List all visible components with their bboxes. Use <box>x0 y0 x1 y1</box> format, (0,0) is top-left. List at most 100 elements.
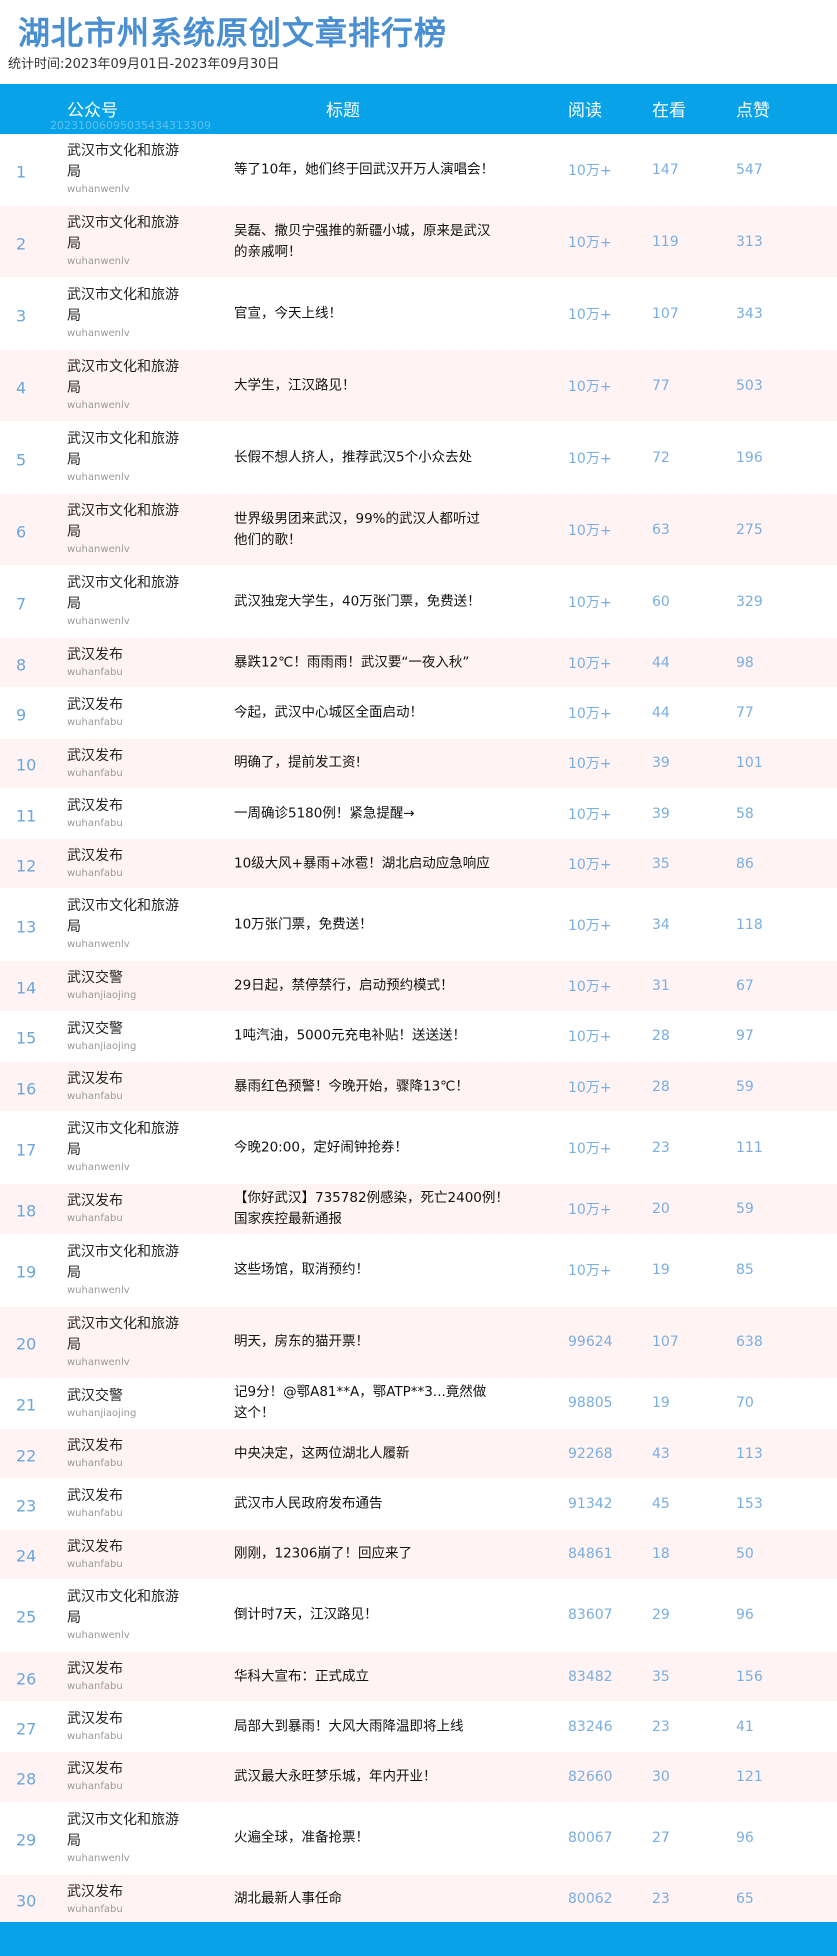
table-row[interactable]: 6 武汉市文化和旅游局 wuhanwenlv 世界级男团来武汉，99%的武汉人都听… <box>0 494 837 566</box>
account-id: wuhanwenlv <box>67 544 130 555</box>
table-row[interactable]: 2 武汉市文化和旅游局 wuhanwenlv 吴磊、撒贝宁强推的新疆小城，原来是武… <box>0 206 837 278</box>
article-title[interactable]: 10级大风+暴雨+冰雹！湖北启动应急响应 <box>234 855 490 872</box>
article-title[interactable]: 今起，武汉中心城区全面启动！ <box>234 704 423 721</box>
table-row[interactable]: 19 武汉市文化和旅游局 wuhanwenlv 这些场馆，取消预约！ 10万+ 1… <box>0 1235 837 1307</box>
account[interactable]: 武汉发布 wuhanfabu <box>67 1191 182 1226</box>
account[interactable]: 武汉市文化和旅游局 wuhanwenlv <box>67 357 182 413</box>
table-row[interactable]: 24 武汉发布 wuhanfabu 刚刚，12306崩了！回应来了 84861 1… <box>0 1529 837 1580</box>
account[interactable]: 武汉发布 wuhanfabu <box>67 1759 182 1794</box>
article-title[interactable]: 吴磊、撒贝宁强推的新疆小城，原来是武汉 的亲戚啊！ <box>234 222 491 260</box>
article-title[interactable]: 等了10年，她们终于回武汉开万人演唱会！ <box>234 161 495 177</box>
table-row[interactable]: 8 武汉发布 wuhanfabu 暴跌12℃！雨雨雨！武汉要“一夜入秋” 10万+… <box>0 638 837 689</box>
rank: 23 <box>16 1496 37 1516</box>
article-title[interactable]: 刚刚，12306崩了！回应来了 <box>234 1545 412 1562</box>
table-row[interactable]: 29 武汉市文化和旅游局 wuhanwenlv 火遍全球，准备抢票！ 80067 … <box>0 1803 837 1875</box>
table-row[interactable]: 28 武汉发布 wuhanfabu 武汉最大永旺梦乐城，年内开业！ 82660 3… <box>0 1752 837 1803</box>
table-row[interactable]: 30 武汉发布 wuhanfabu 湖北最新人事任命 80062 23 65 <box>0 1874 837 1926</box>
account[interactable]: 武汉发布 wuhanfabu <box>67 1659 182 1694</box>
account[interactable]: 武汉市文化和旅游局 wuhanwenlv <box>67 1242 182 1298</box>
article-title[interactable]: 华科大宣布：正式成立 <box>234 1668 369 1684</box>
rank: 13 <box>16 917 37 937</box>
table-row[interactable]: 14 武汉交警 wuhanjiaojing 29日起，禁停禁行，启动预约模式！ 1… <box>0 961 837 1012</box>
table-row[interactable]: 18 武汉发布 wuhanfabu 【你好武汉】735782例感染，死亡2400例… <box>0 1184 837 1235</box>
article-title[interactable]: 这些场馆，取消预约！ <box>234 1261 369 1278</box>
account[interactable]: 武汉交警 wuhanjiaojing <box>67 968 182 1003</box>
account[interactable]: 武汉市文化和旅游局 wuhanwenlv <box>67 501 182 557</box>
article-title[interactable]: 局部大到暴雨！大风大雨降温即将上线 <box>234 1718 464 1735</box>
account-id: wuhanfabu <box>67 767 123 779</box>
article-title[interactable]: 武汉最大永旺梦乐城，年内开业！ <box>234 1768 437 1785</box>
article-title[interactable]: 武汉市人民政府发布通告 <box>234 1495 383 1512</box>
table-row[interactable]: 25 武汉市文化和旅游局 wuhanwenlv 倒计时7天，江汉路见！ 83607… <box>0 1580 837 1652</box>
article-title[interactable]: 官宣，今天上线！ <box>234 305 342 321</box>
article-title[interactable]: 大学生，江汉路见！ <box>234 377 356 393</box>
table-row[interactable]: 16 武汉发布 wuhanfabu 暴雨红色预警！今晚开始，骤降13℃！ 10万+… <box>0 1062 837 1113</box>
likes: 111 <box>736 1139 763 1156</box>
table-row[interactable]: 23 武汉发布 wuhanfabu 武汉市人民政府发布通告 91342 45 15… <box>0 1479 837 1530</box>
article-title[interactable]: 明确了，提前发工资! <box>234 754 361 771</box>
watching: 35 <box>652 855 670 872</box>
account[interactable]: 武汉市文化和旅游局 wuhanwenlv <box>67 1119 182 1175</box>
article-title[interactable]: 中央决定，这两位湖北人履新 <box>234 1445 410 1462</box>
account[interactable]: 武汉市文化和旅游局 wuhanwenlv <box>67 213 182 269</box>
article-title[interactable]: 武汉独宠大学生，40万张门票，免费送！ <box>234 593 481 609</box>
account-name: 武汉发布 <box>67 697 123 714</box>
article-title[interactable]: 29日起，禁停禁行，启动预约模式！ <box>234 977 454 994</box>
reads: 10万+ <box>568 856 612 873</box>
table-row[interactable]: 4 武汉市文化和旅游局 wuhanwenlv 大学生，江汉路见！ 10万+ 77 … <box>0 350 837 422</box>
account[interactable]: 武汉交警 wuhanjiaojing <box>67 1386 182 1421</box>
rank: 14 <box>16 978 37 998</box>
account[interactable]: 武汉市文化和旅游局 wuhanwenlv <box>67 285 182 341</box>
table-row[interactable]: 26 武汉发布 wuhanfabu 华科大宣布：正式成立 83482 35 156 <box>0 1651 837 1703</box>
article-title[interactable]: 记9分！@鄂A81**A，鄂ATP**3...竟然做 这个！ <box>234 1384 487 1422</box>
account[interactable]: 武汉发布 wuhanfabu <box>67 846 182 881</box>
article-title[interactable]: 湖北最新人事任命 <box>234 1890 342 1907</box>
table-row[interactable]: 12 武汉发布 wuhanfabu 10级大风+暴雨+冰雹！湖北启动应急响应 10… <box>0 839 837 890</box>
account[interactable]: 武汉市文化和旅游局 wuhanwenlv <box>67 1587 182 1643</box>
account[interactable]: 武汉市文化和旅游局 wuhanwenlv <box>67 1314 182 1370</box>
account[interactable]: 武汉发布 wuhanfabu <box>67 1537 182 1572</box>
account[interactable]: 武汉发布 wuhanfabu <box>67 1486 182 1521</box>
account[interactable]: 武汉市文化和旅游局 wuhanwenlv <box>67 1810 182 1866</box>
table-row[interactable]: 9 武汉发布 wuhanfabu 今起，武汉中心城区全面启动！ 10万+ 44 7… <box>0 688 837 739</box>
article-title[interactable]: 长假不想人挤人，推荐武汉5个小众去处 <box>234 449 473 465</box>
table-row[interactable]: 5 武汉市文化和旅游局 wuhanwenlv 长假不想人挤人，推荐武汉5个小众去处… <box>0 422 837 494</box>
article-title[interactable]: 火遍全球，准备抢票！ <box>234 1829 369 1846</box>
account[interactable]: 武汉发布 wuhanfabu <box>67 1709 182 1744</box>
table-row[interactable]: 27 武汉发布 wuhanfabu 局部大到暴雨！大风大雨降温即将上线 83246… <box>0 1702 837 1753</box>
account[interactable]: 武汉市文化和旅游局 wuhanwenlv <box>67 141 182 197</box>
account[interactable]: 武汉交警 wuhanjiaojing <box>67 1019 182 1054</box>
article-title[interactable]: 倒计时7天，江汉路见！ <box>234 1606 378 1623</box>
article-title[interactable]: 10万张门票，免费送！ <box>234 916 373 933</box>
table-row[interactable]: 15 武汉交警 wuhanjiaojing 1吨汽油，5000元充电补贴！送送送！… <box>0 1012 837 1063</box>
account-id: wuhanwenlv <box>67 939 130 951</box>
table-row[interactable]: 21 武汉交警 wuhanjiaojing 记9分！@鄂A81**A，鄂ATP**… <box>0 1379 837 1429</box>
account[interactable]: 武汉发布 wuhanfabu <box>67 1436 182 1471</box>
account[interactable]: 武汉市文化和旅游局 wuhanwenlv <box>67 429 182 485</box>
account[interactable]: 武汉发布 wuhanfabu <box>67 1882 182 1917</box>
account[interactable]: 武汉发布 wuhanfabu <box>67 1069 182 1104</box>
account[interactable]: 武汉发布 wuhanfabu <box>67 695 182 730</box>
article-title[interactable]: 1吨汽油，5000元充电补贴！送送送！ <box>234 1027 466 1044</box>
table-row[interactable]: 20 武汉市文化和旅游局 wuhanwenlv 明天，房东的猫开票！ 99624 … <box>0 1306 837 1379</box>
article-title[interactable]: 一周确诊5180例！紧急提醒→ <box>234 805 415 822</box>
account[interactable]: 武汉市文化和旅游局 wuhanwenlv <box>67 573 182 629</box>
account[interactable]: 武汉发布 wuhanfabu <box>67 645 182 680</box>
table-row[interactable]: 1 武汉市文化和旅游局 wuhanwenlv 等了10年，她们终于回武汉开万人演唱… <box>0 134 837 206</box>
table-row[interactable]: 7 武汉市文化和旅游局 wuhanwenlv 武汉独宠大学生，40万张门票，免费送… <box>0 566 837 638</box>
article-title[interactable]: 暴雨红色预警！今晚开始，骤降13℃！ <box>234 1078 469 1095</box>
article-title[interactable]: 暴跌12℃！雨雨雨！武汉要“一夜入秋” <box>234 654 470 671</box>
article-title[interactable]: 【你好武汉】735782例感染，死亡2400例！ 国家疾控最新通报 <box>234 1190 509 1228</box>
table-row[interactable]: 11 武汉发布 wuhanfabu 一周确诊5180例！紧急提醒→ 10万+ 39… <box>0 789 837 840</box>
table-row[interactable]: 17 武汉市文化和旅游局 wuhanwenlv 今晚20:00，定好闹钟抢券！ 1… <box>0 1112 837 1185</box>
table-row[interactable]: 22 武汉发布 wuhanfabu 中央决定，这两位湖北人履新 92268 43 … <box>0 1428 837 1480</box>
article-title[interactable]: 明天，房东的猫开票！ <box>234 1333 369 1350</box>
account[interactable]: 武汉发布 wuhanfabu <box>67 796 182 831</box>
table-row[interactable]: 3 武汉市文化和旅游局 wuhanwenlv 官宣，今天上线！ 10万+ 107 … <box>0 278 837 350</box>
article-title[interactable]: 今晚20:00，定好闹钟抢券！ <box>234 1139 408 1156</box>
article-title[interactable]: 世界级男团来武汉，99%的武汉人都听过 他们的歌！ <box>234 510 481 548</box>
account[interactable]: 武汉发布 wuhanfabu <box>67 746 182 781</box>
account[interactable]: 武汉市文化和旅游局 wuhanwenlv <box>67 896 182 952</box>
table-row[interactable]: 13 武汉市文化和旅游局 wuhanwenlv 10万张门票，免费送！ 10万+ … <box>0 889 837 962</box>
table-row[interactable]: 10 武汉发布 wuhanfabu 明确了，提前发工资! 10万+ 39 101 <box>0 738 837 789</box>
